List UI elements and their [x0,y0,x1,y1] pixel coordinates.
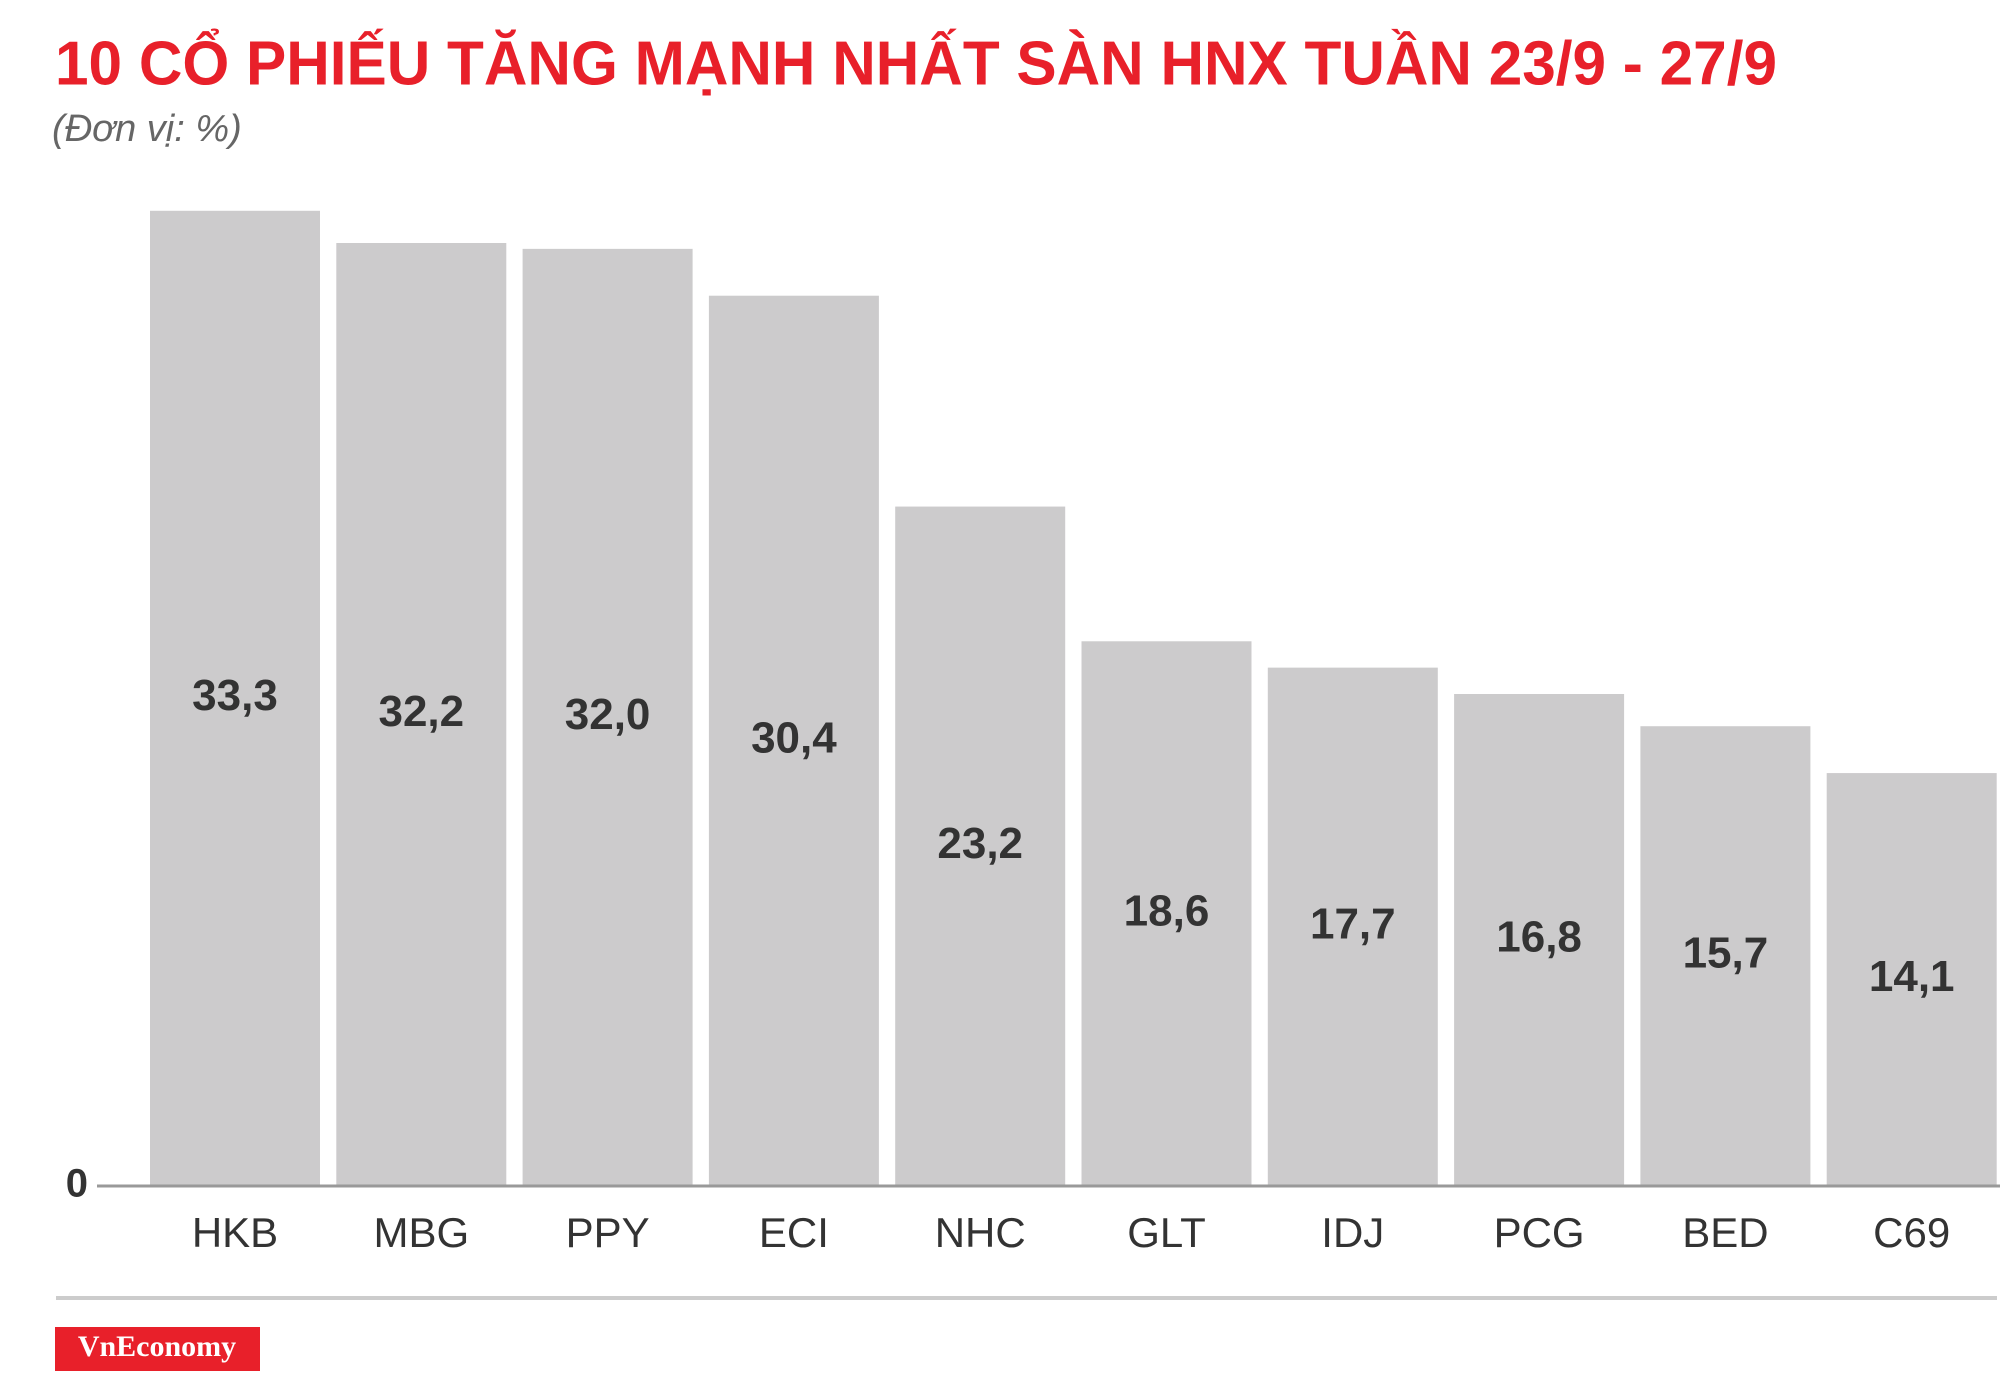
value-label: 15,7 [1683,929,1769,978]
x-tick-label: C69 [1873,1209,1950,1256]
bar [150,210,320,1187]
bar [708,295,879,1186]
value-label: 33,3 [192,671,278,720]
x-tick-label: BED [1682,1209,1768,1256]
brand-box [55,1327,260,1371]
value-label: 17,7 [1310,899,1396,948]
value-label: 14,1 [1869,952,1955,1001]
x-tick-label: ECI [759,1209,829,1256]
bar [1454,694,1625,1186]
x-tick-label: NHC [935,1209,1026,1256]
x-tick-label: PPY [566,1209,650,1256]
chart-title: 10 CỔ PHIẾU TĂNG MẠNH NHẤT SÀN HNX TUẦN … [55,28,1777,98]
bar [1640,726,1811,1186]
value-label: 32,0 [565,690,651,739]
x-tick-label: HKB [192,1209,278,1256]
x-tick-label: PCG [1494,1209,1585,1256]
value-label: 16,8 [1496,913,1582,962]
x-tick-label: IDJ [1321,1209,1384,1256]
bar [1267,667,1438,1186]
bar [1826,773,1997,1186]
bar [895,506,1066,1187]
value-label: 32,2 [378,687,464,736]
bar [522,248,693,1186]
brand: VnEconomy [78,1330,236,1363]
value-label: 23,2 [937,819,1023,868]
x-tick-label: GLT [1127,1209,1206,1256]
value-label: 30,4 [751,713,837,762]
y-tick-label: 0 [66,1162,88,1206]
bar [1081,641,1252,1186]
x-tick-label: MBG [373,1209,469,1256]
value-label: 18,6 [1124,886,1210,935]
chart-subtitle: (Đơn vị: %) [52,108,242,150]
bar [336,243,507,1186]
